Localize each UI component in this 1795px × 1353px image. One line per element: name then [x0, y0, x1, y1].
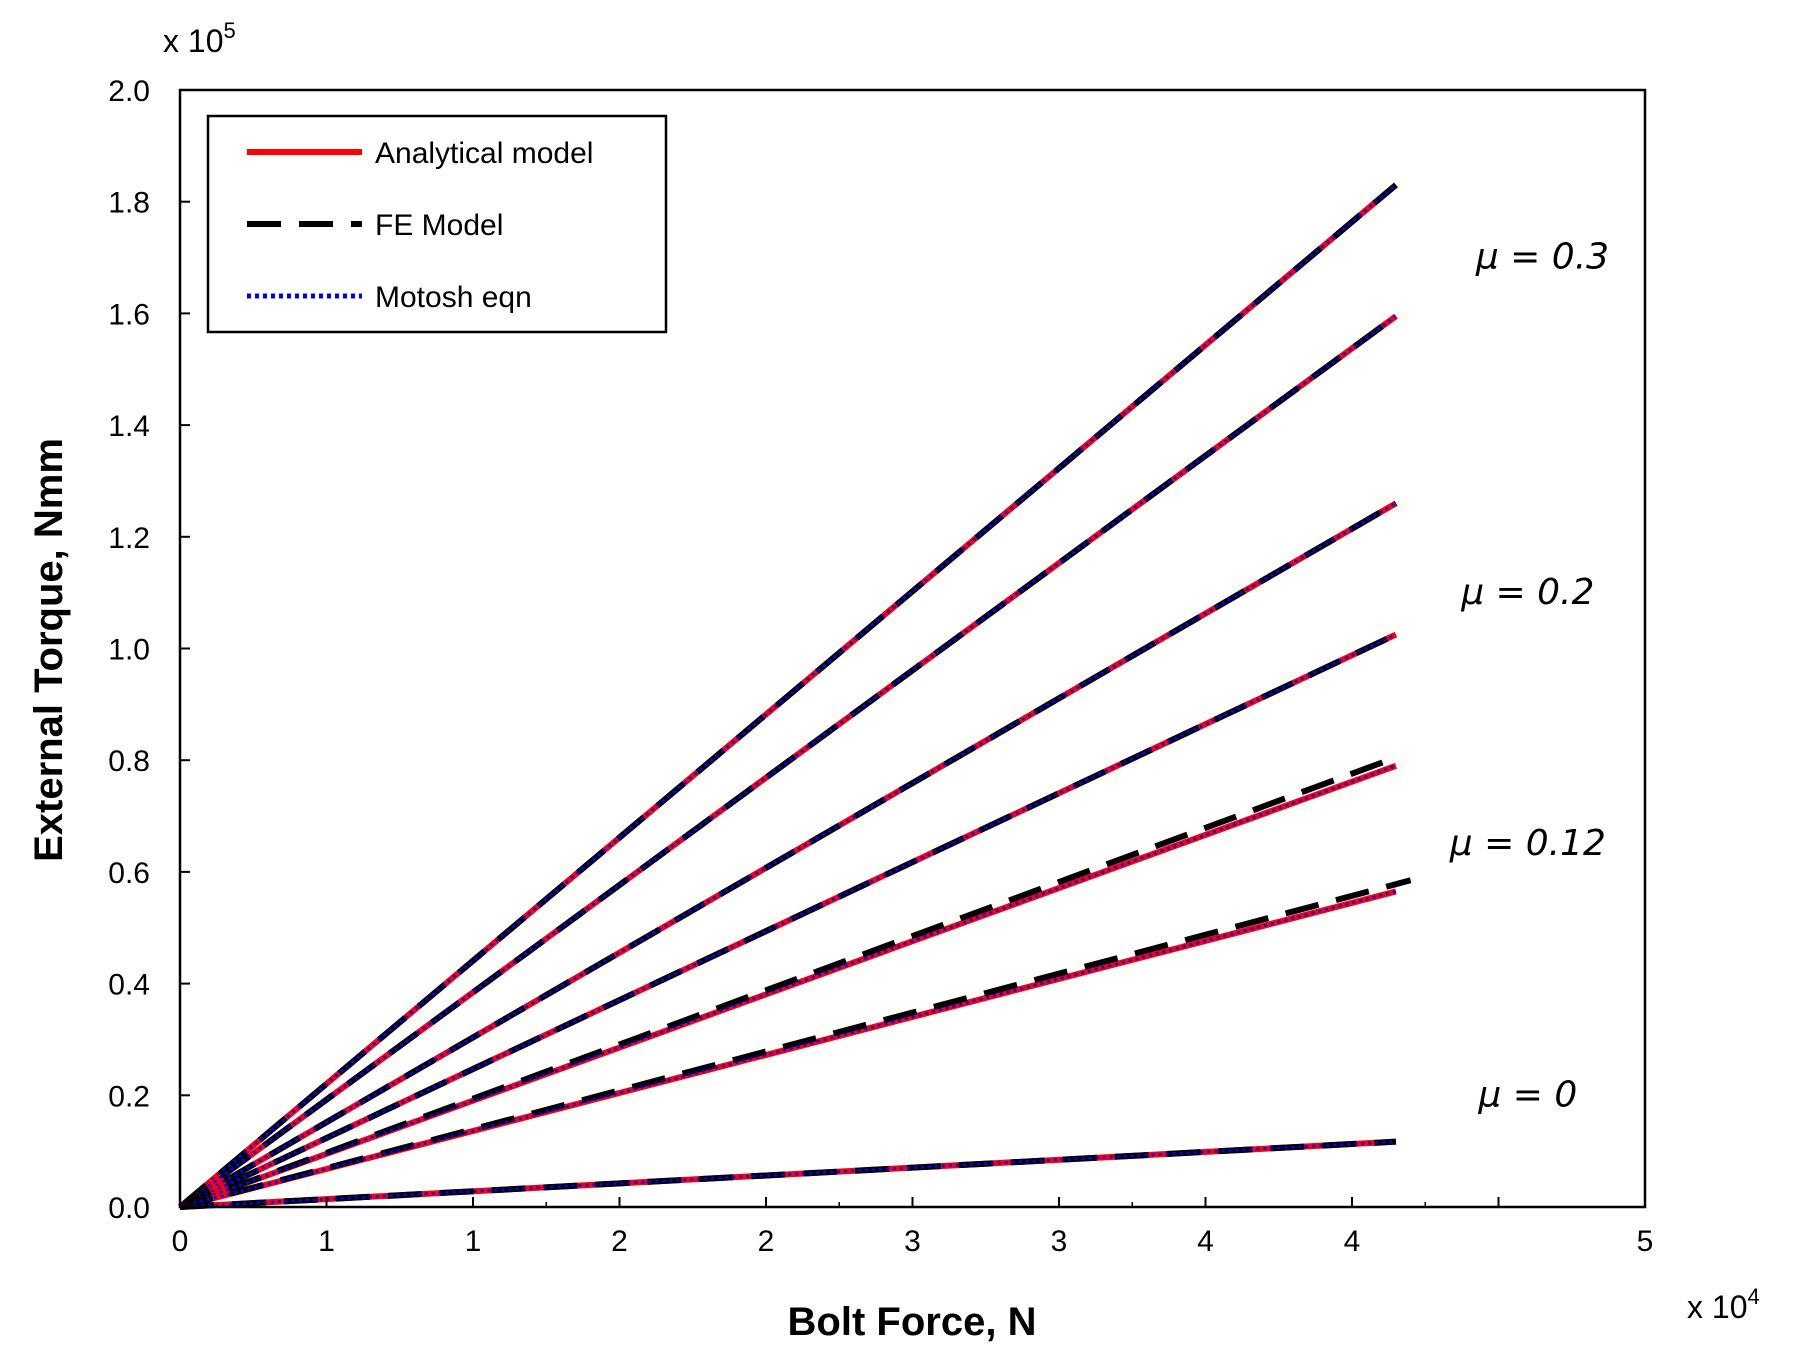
fe-line-3: [178, 631, 1398, 1210]
mu-label-1: μ = 0.2: [1460, 572, 1594, 613]
mu-label-3: μ = 0: [1477, 1074, 1577, 1115]
x-tick-label: 1: [318, 1225, 335, 1258]
x-tick-label: 4: [1197, 1225, 1214, 1258]
y-axis: 0.0 0.2 0.4 0.6 0.8 1.0 1.2 1.4 1.6 1.8 2.0: [108, 75, 190, 1225]
x-tick-label: 3: [904, 1225, 921, 1258]
legend-label: Motosh eqn: [375, 281, 532, 314]
x-axis: 0 1 1 2 2 3 3 4 4 5: [172, 1197, 1654, 1258]
y-tick-label: 0.6: [108, 857, 150, 890]
y-tick-label: 1.8: [108, 187, 150, 220]
x-tick-label: 2: [611, 1225, 628, 1258]
y-multiplier: x 105: [163, 18, 236, 59]
y-tick-label: 0.2: [108, 1080, 150, 1113]
x-tick-label: 1: [465, 1225, 482, 1258]
x-tick-label: 4: [1344, 1225, 1361, 1258]
y-tick-label: 1.6: [108, 298, 150, 331]
legend-label: Analytical model: [375, 137, 593, 170]
fe-line-6: [179, 1138, 1397, 1210]
y-tick-label: 2.0: [108, 75, 150, 108]
y-tick-label: 0.8: [108, 745, 150, 778]
fe-line-1: [178, 313, 1398, 1210]
y-tick-label: 0.0: [108, 1192, 150, 1225]
x-multiplier: x 104: [1687, 1284, 1760, 1325]
mu-label-2: μ = 0.12: [1449, 823, 1606, 864]
y-tick-label: 1.4: [108, 410, 150, 443]
motosh-line-0: [179, 183, 1397, 1209]
mu-label-0: μ = 0.3: [1475, 237, 1609, 278]
y-tick-label: 1.2: [108, 522, 150, 555]
motosh-line-2: [179, 501, 1397, 1209]
x-tick-label: 3: [1051, 1225, 1068, 1258]
plot-lines: [178, 182, 1412, 1210]
x-tick-label: 0: [172, 1225, 189, 1258]
y-multiplier-exponent: 5: [223, 18, 235, 43]
annotations: μ = 0.3 μ = 0.2 μ = 0.12 μ = 0: [1449, 237, 1609, 1116]
legend-label: FE Model: [375, 209, 503, 242]
x-tick-label: 2: [758, 1225, 775, 1258]
x-tick-label: 5: [1637, 1225, 1654, 1258]
legend: Analytical model FE Model Motosh eqn: [206, 114, 668, 334]
y-tick-label: 1.0: [108, 634, 150, 667]
y-tick-label: 0.4: [108, 969, 150, 1002]
x-axis-title: Bolt Force, N: [788, 1300, 1037, 1344]
x-multiplier-exponent: 4: [1747, 1284, 1759, 1309]
fe-line-4: [178, 754, 1397, 1210]
motosh-line-4: [179, 764, 1397, 1209]
y-axis-title: External Torque, Nmm: [27, 438, 71, 862]
